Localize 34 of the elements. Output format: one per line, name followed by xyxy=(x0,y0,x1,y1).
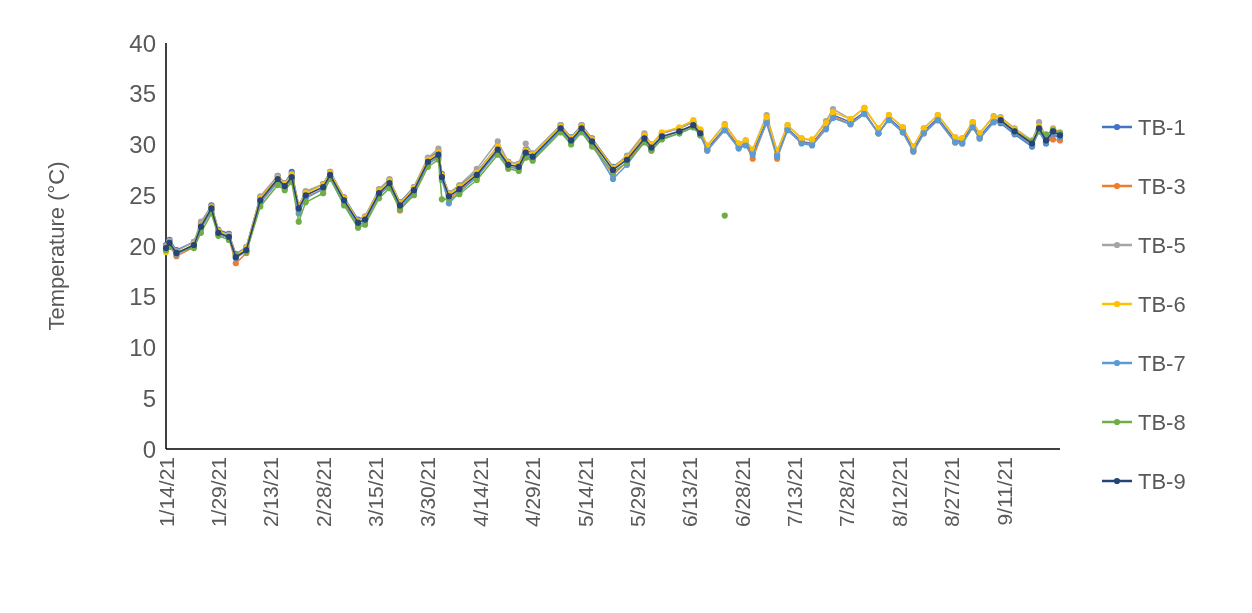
x-tick-label: 6/13/21 xyxy=(678,457,702,528)
y-axis-title: Temperature (°C) xyxy=(44,161,69,331)
y-tick-label: 20 xyxy=(129,232,156,260)
legend-label: TB-6 xyxy=(1138,291,1186,317)
x-tick-label: 2/28/21 xyxy=(311,457,335,528)
x-tick-label: 8/27/21 xyxy=(940,457,964,528)
x-tick-label: 3/30/21 xyxy=(416,457,440,528)
x-tick-label: 5/14/21 xyxy=(573,457,597,528)
legend-label: TB-3 xyxy=(1138,173,1186,199)
y-tick-label: 0 xyxy=(142,435,156,463)
x-tick-label: 1/14/21 xyxy=(154,457,178,528)
legend-label: TB-9 xyxy=(1138,468,1186,494)
x-tick-label: 6/28/21 xyxy=(730,457,754,528)
legend-label: TB-5 xyxy=(1138,232,1186,258)
y-tick-label: 30 xyxy=(129,131,156,158)
x-tick-label: 4/14/21 xyxy=(468,457,492,528)
legend-label: TB-8 xyxy=(1138,409,1186,435)
x-tick-label: 5/29/21 xyxy=(625,457,649,528)
y-tick-label: 15 xyxy=(129,283,156,311)
x-tick-label: 1/29/21 xyxy=(206,457,230,528)
y-tick-label: 10 xyxy=(129,334,156,361)
x-tick-label: 2/13/21 xyxy=(259,457,283,528)
y-tick-label: 25 xyxy=(129,181,156,209)
y-tick-label: 35 xyxy=(129,80,156,108)
y-tick-label: 40 xyxy=(129,29,156,57)
legend-label: TB-1 xyxy=(1138,114,1186,140)
x-tick-label: 3/15/21 xyxy=(364,457,388,528)
x-tick-label: 9/11/21 xyxy=(992,457,1016,526)
x-tick-label: 4/29/21 xyxy=(521,457,545,528)
y-tick-label: 5 xyxy=(142,384,156,412)
x-tick-label: 7/13/21 xyxy=(783,457,807,528)
x-tick-label: 8/12/21 xyxy=(887,457,911,528)
legend-label: TB-7 xyxy=(1138,350,1186,376)
x-tick-label: 7/28/21 xyxy=(835,457,859,528)
